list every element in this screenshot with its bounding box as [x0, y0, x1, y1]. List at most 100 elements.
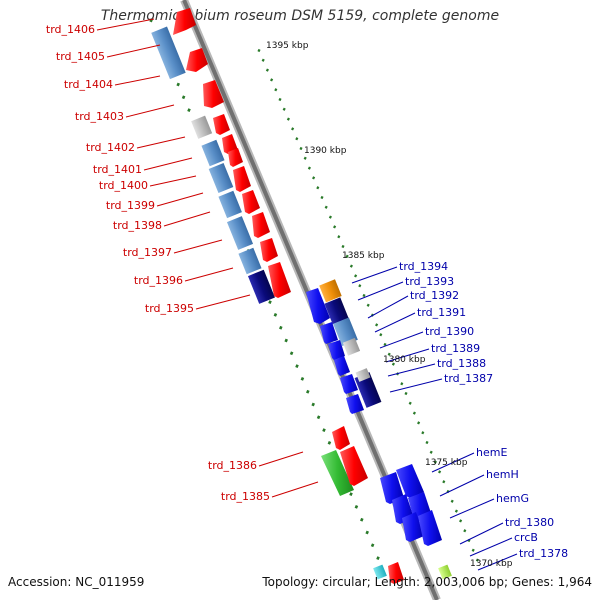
tick-mark	[278, 97, 282, 102]
gene-label-hemE[interactable]: hemE	[476, 446, 507, 459]
leader-line	[379, 331, 424, 349]
gene-label-crcB[interactable]: crcB	[514, 531, 538, 544]
gene-label-trd_1406[interactable]: trd_1406	[46, 23, 95, 36]
leader-line	[156, 192, 204, 207]
tick-mark	[370, 543, 375, 548]
tick-mark	[404, 391, 408, 396]
tick-mark	[273, 313, 278, 317]
gene-red-g[interactable]	[233, 166, 251, 192]
genes-right-strand	[306, 279, 452, 584]
tick-mark	[375, 323, 379, 327]
gene-red-l[interactable]	[332, 426, 350, 450]
tick-mark	[438, 470, 442, 474]
gene-blue-c[interactable]	[334, 356, 350, 376]
gene-trd-1393[interactable]	[319, 279, 342, 303]
gene-trd-1397[interactable]	[238, 247, 262, 275]
gene-label-trd_1378[interactable]: trd_1378	[519, 547, 568, 560]
gene-red-b[interactable]	[186, 48, 208, 72]
gene-hemH[interactable]	[396, 464, 424, 498]
gene-trd-1387[interactable]	[354, 372, 382, 408]
gene-trd-1402[interactable]	[191, 115, 213, 139]
gene-gray-small[interactable]	[355, 368, 371, 382]
gene-label-trd_1401[interactable]: trd_1401	[93, 163, 142, 176]
gene-red-i[interactable]	[252, 212, 270, 238]
gene-trd-1403[interactable]	[203, 80, 224, 108]
leader-line	[367, 295, 409, 319]
gene-label-trd_1393[interactable]: trd_1393	[405, 275, 454, 288]
tick-mark	[261, 58, 265, 62]
gene-label-trd_1390[interactable]: trd_1390	[425, 325, 474, 338]
gene-blue-b[interactable]	[328, 340, 345, 360]
gene-trd-1405[interactable]	[173, 8, 196, 35]
gene-red-d[interactable]	[213, 114, 230, 135]
gene-hemE[interactable]	[380, 472, 404, 504]
gene-label-trd_1391[interactable]: trd_1391	[417, 306, 466, 319]
gene-red-bottom[interactable]	[388, 562, 404, 584]
gene-label-trd_1385[interactable]: trd_1385	[221, 490, 270, 503]
gene-label-trd_1400[interactable]: trd_1400	[99, 179, 148, 192]
gene-trd-1399[interactable]	[218, 190, 242, 219]
gene-label-trd_1394[interactable]: trd_1394	[399, 260, 448, 273]
gene-label-trd_1404[interactable]: trd_1404	[64, 78, 113, 91]
gene-label-trd_1398[interactable]: trd_1398	[113, 219, 162, 232]
gene-label-hemH[interactable]: hemH	[486, 468, 519, 481]
gene-trd-1385[interactable]	[321, 450, 354, 496]
gene-label-trd_1386[interactable]: trd_1386	[208, 459, 257, 472]
gene-trd-1389[interactable]	[340, 374, 358, 394]
gene-label-hemG[interactable]: hemG	[496, 492, 529, 505]
gene-crcB[interactable]	[373, 564, 387, 580]
tick-mark	[286, 117, 290, 121]
tick-mark	[450, 499, 454, 503]
gene-label-trd_1396[interactable]: trd_1396	[134, 274, 183, 287]
gene-red-e[interactable]	[222, 134, 238, 154]
tick-mark	[289, 351, 294, 356]
gene-trd-1386[interactable]	[340, 446, 368, 486]
gene-label-trd_1392[interactable]: trd_1392	[410, 289, 459, 302]
gene-trd-1401[interactable]	[201, 139, 225, 167]
gene-trd-1390[interactable]	[342, 337, 361, 356]
scale-label: 1385 kbp	[342, 251, 385, 261]
leader-line	[184, 267, 234, 282]
gene-trd-1396[interactable]	[247, 269, 275, 304]
tick-mark	[320, 195, 324, 200]
gene-red-k[interactable]	[268, 262, 291, 298]
leader-line	[271, 481, 319, 498]
leader-line	[385, 348, 430, 363]
tick-mark	[311, 402, 315, 407]
gene-label-trd_1405[interactable]: trd_1405	[56, 50, 105, 63]
gene-label-trd_1397[interactable]: trd_1397	[123, 246, 172, 259]
gene-trd-1400[interactable]	[208, 162, 234, 194]
gene-red-j[interactable]	[260, 238, 278, 262]
gene-trd-1398[interactable]	[226, 216, 254, 250]
tick-mark	[412, 411, 416, 415]
gene-red-f[interactable]	[228, 148, 243, 167]
gene-trd-1388[interactable]	[346, 394, 364, 414]
gene-trd-1406[interactable]	[151, 26, 186, 80]
gene-blue-e[interactable]	[418, 510, 442, 546]
gene-red-h[interactable]	[242, 190, 260, 214]
gene-label-trd_1389[interactable]: trd_1389	[431, 342, 480, 355]
gene-trd-1378[interactable]	[438, 564, 452, 580]
gene-trd-1391[interactable]	[333, 317, 358, 347]
gene-label-trd_1388[interactable]: trd_1388	[437, 357, 486, 370]
gene-label-trd_1395[interactable]: trd_1395	[145, 302, 194, 315]
gene-label-trd_1399[interactable]: trd_1399	[106, 199, 155, 212]
leader-line	[351, 266, 398, 284]
tick-mark	[322, 428, 326, 432]
gene-label-trd_1403[interactable]: trd_1403	[75, 110, 124, 123]
tick-mark	[270, 78, 274, 82]
gene-label-trd_1387[interactable]: trd_1387	[444, 372, 493, 385]
tick-mark	[366, 303, 370, 307]
scale-label: 1375 kbp	[425, 458, 468, 468]
tick-mark	[303, 156, 307, 160]
gene-trd-1394[interactable]	[306, 288, 330, 324]
tick-mark	[391, 362, 395, 366]
gene-label-trd_1380[interactable]: trd_1380	[505, 516, 554, 529]
gene-trd-1380[interactable]	[402, 512, 424, 542]
gene-blue-a[interactable]	[320, 322, 338, 344]
scale-label: 1395 kbp	[266, 41, 309, 51]
tick-mark	[279, 325, 283, 330]
gene-trd-1392[interactable]	[324, 297, 349, 325]
gene-label-trd_1402[interactable]: trd_1402	[86, 141, 135, 154]
tick-mark	[400, 382, 404, 386]
